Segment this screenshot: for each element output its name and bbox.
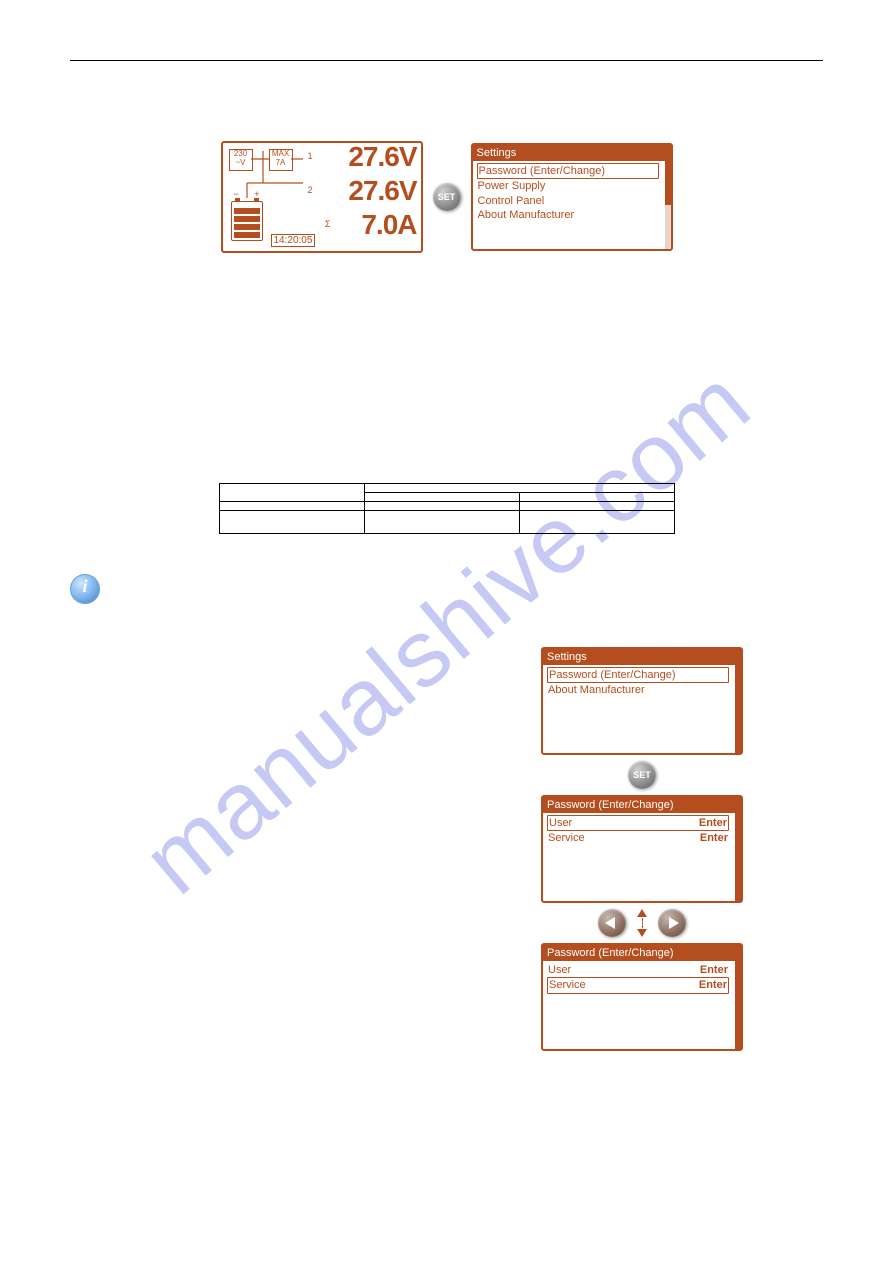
reading-3-index: Σ [325,219,331,229]
table-cell [519,502,674,511]
measurement-panel: 230 ~V MAX 7A − + 1 [221,141,423,253]
table-cell [364,493,519,502]
menu-item[interactable]: Power Supply [477,179,659,193]
reading-3-value: 7.0A [361,209,416,241]
table-cell [219,511,364,534]
table-cell [219,484,364,502]
password-menu-b[interactable]: Password (Enter/Change) User Enter Servi… [541,943,743,1051]
menu-item[interactable]: Service Enter [547,831,729,845]
left-arrow-button[interactable] [598,909,626,937]
menu-item[interactable]: User Enter [547,963,729,977]
menu-item[interactable]: Service Enter [547,977,729,993]
scrollbar[interactable] [735,813,741,901]
table-cell [519,493,674,502]
clock-readout: 14:20:05 [271,234,316,247]
password-title: Password (Enter/Change) [543,945,741,961]
info-icon [70,574,100,604]
reading-2-index: 2 [307,185,312,195]
password-title: Password (Enter/Change) [543,797,741,813]
table-cell [219,502,364,511]
battery-icon: − + [231,201,263,241]
vertical-arrows-icon [629,909,655,937]
set-button[interactable]: SET [628,761,656,789]
scrollbar[interactable] [665,161,671,249]
menu-item[interactable]: About Manufacturer [477,208,659,222]
access-level-table [219,483,675,534]
settings-title: Settings [473,145,671,161]
reading-1-value: 27.6V [348,141,416,173]
table-cell [364,502,519,511]
table-cell [364,484,674,493]
set-button[interactable]: SET [433,183,461,211]
reading-2-value: 27.6V [348,175,416,207]
settings-title: Settings [543,649,741,665]
reading-1-index: 1 [307,151,312,161]
header-rule [70,60,823,61]
menu-item[interactable]: Control Panel [477,194,659,208]
menu-item[interactable]: About Manufacturer [547,683,729,697]
scrollbar[interactable] [735,961,741,1049]
menu-item[interactable]: Password (Enter/Change) [477,163,659,179]
scrollbar[interactable] [735,665,741,753]
settings-menu-full[interactable]: Settings Password (Enter/Change) Power S… [471,143,673,251]
settings-menu-short[interactable]: Settings Password (Enter/Change) About M… [541,647,743,755]
table-cell [364,511,519,534]
menu-item[interactable]: User Enter [547,815,729,831]
table-cell [519,511,674,534]
right-arrow-button[interactable] [658,909,686,937]
menu-item[interactable]: Password (Enter/Change) [547,667,729,683]
password-menu-a[interactable]: Password (Enter/Change) User Enter Servi… [541,795,743,903]
